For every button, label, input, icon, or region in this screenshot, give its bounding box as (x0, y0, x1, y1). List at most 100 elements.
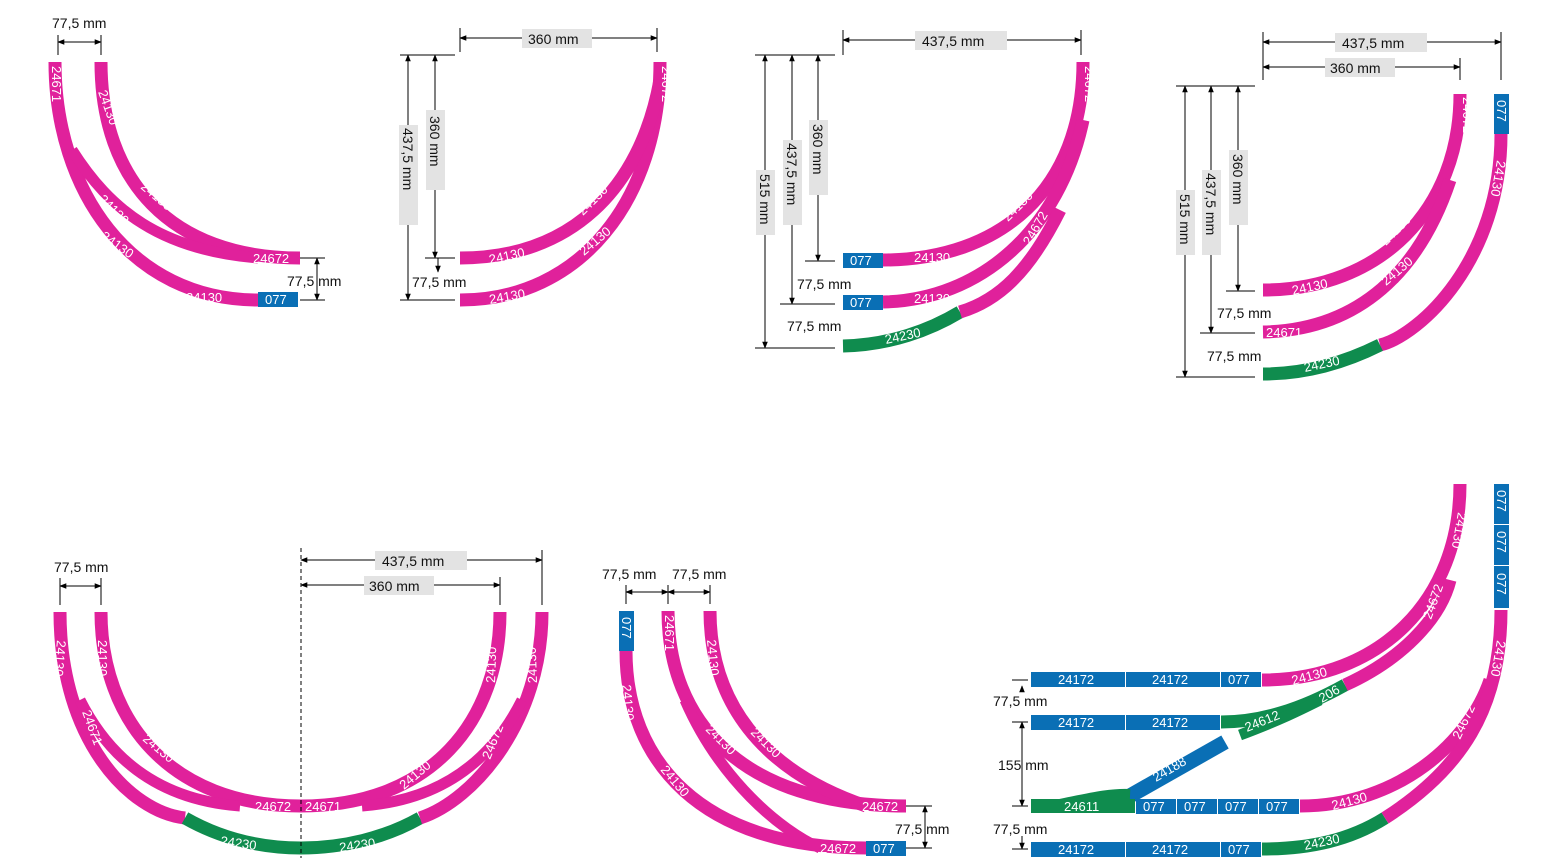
label-077: 077 (265, 292, 287, 307)
label-24130: 24130 (51, 640, 69, 677)
dim-515: 515 mm (1177, 194, 1193, 245)
turnout-diverge (67, 147, 259, 264)
straight-077 (1218, 799, 1258, 814)
dim-77-5: 77,5 mm (787, 318, 841, 334)
track-24130 (703, 610, 869, 813)
label-24230: 24230 (1303, 831, 1341, 853)
label-24172: 24172 (1152, 842, 1188, 857)
label-24172: 24172 (1058, 672, 1094, 687)
track-outer-right (417, 611, 549, 825)
dim-77-5: 77,5 mm (672, 566, 726, 582)
dim-360: 360 mm (369, 578, 420, 594)
label-077: 077 (1225, 799, 1247, 814)
dim-437-5: 437,5 mm (1342, 35, 1404, 51)
label-077: 077 (1184, 799, 1206, 814)
straight-077 (1136, 799, 1176, 814)
label-24130: 24130 (914, 250, 950, 265)
label-24172: 24172 (1058, 842, 1094, 857)
label-24172: 24172 (1152, 715, 1188, 730)
figure-4: 077 24672 24130 24130 24130 24672 24130 … (1176, 32, 1509, 381)
label-24130: 24130 (1290, 664, 1329, 688)
label-24130: 24130 (619, 684, 637, 721)
turnout-24230-left (181, 812, 302, 855)
label-077: 077 (850, 253, 872, 268)
dim-360: 360 mm (1230, 154, 1246, 205)
track-inner (459, 78, 667, 265)
dim-437-5: 437,5 mm (784, 143, 800, 205)
straight-24172 (1031, 715, 1125, 730)
label-24130: 24130 (1291, 276, 1329, 298)
straight-077 (843, 253, 883, 268)
label-24130: 24130 (704, 639, 722, 676)
track-row1-curve (1261, 483, 1467, 687)
label-077: 077 (1228, 842, 1250, 857)
track-24672 (882, 61, 1090, 267)
label-24230: 24230 (338, 835, 376, 855)
dim-77-5: 77,5 mm (1207, 348, 1261, 364)
straight-24172 (1031, 842, 1125, 857)
dim-437-5: 437,5 mm (922, 33, 984, 49)
turnout-diverge (679, 697, 823, 854)
straight-24172 (1126, 715, 1220, 730)
straight-24172 (1126, 672, 1220, 687)
straight-24188 (1124, 735, 1229, 804)
track-outer-left (53, 611, 186, 825)
label-24672: 24672 (1082, 66, 1097, 102)
label-24130: 24130 (658, 762, 693, 799)
dim-360: 360 mm (810, 124, 826, 175)
label-24130: 24130 (488, 245, 526, 267)
label-077: 077 (1266, 799, 1288, 814)
label-24230: 24230 (220, 833, 258, 853)
dim-77-5: 77,5 mm (287, 273, 341, 289)
figure-3: 077 077 24672 24130 24672 24130 24130 24… (755, 30, 1097, 353)
straight-077 (1221, 672, 1261, 687)
track-206-link (1342, 578, 1457, 691)
straight-077 (1494, 94, 1509, 134)
track-left (619, 650, 867, 855)
track-inner (94, 611, 507, 813)
turnout-24230 (1262, 339, 1383, 381)
track-24130-arc (94, 61, 301, 265)
label-24130: 24130 (524, 647, 540, 684)
dim-77-5: 77,5 mm (1217, 305, 1271, 321)
dim-360: 360 mm (427, 116, 443, 167)
straight-077 (843, 295, 883, 310)
figure-6: 077 077 24671 24130 24130 24130 24130 24… (602, 566, 949, 856)
label-077: 077 (1228, 672, 1250, 687)
dim-77-5: 77,5 mm (993, 693, 1047, 709)
track-middle (882, 118, 1090, 309)
label-24130: 24130 (483, 646, 499, 683)
dim-155: 155 mm (998, 757, 1049, 773)
dim-437-5: 437,5 mm (400, 128, 416, 190)
figure-7: 24172 24172 077 24172 24172 24612 206 24… (993, 483, 1509, 857)
label-24672: 24672 (253, 251, 289, 266)
label-24671: 24671 (305, 799, 341, 814)
track-24672 (1262, 93, 1467, 297)
straight-077 (866, 841, 906, 856)
straight-077 (619, 611, 634, 651)
label-24130: 24130 (1488, 159, 1509, 197)
label-24130: 24130 (488, 286, 526, 307)
turnout-24611 (1031, 788, 1135, 813)
dim-77-5: 77,5 mm (993, 821, 1047, 837)
straight-077 (1494, 484, 1509, 524)
track-24671 (661, 610, 907, 813)
label-24671: 24671 (49, 66, 64, 102)
figure-2: 24672 24130 24130 24130 24130 360 mm 437… (399, 28, 674, 307)
dim-437-5: 437,5 mm (1203, 173, 1219, 235)
turnout-diverge-left (75, 697, 241, 812)
track-24671-arc (48, 61, 259, 307)
label-24172: 24172 (1152, 672, 1188, 687)
straight-24172 (1126, 842, 1220, 857)
label-24672: 24672 (820, 841, 856, 856)
figure-5: 24130 24130 24671 24130 24672 24671 2423… (51, 548, 549, 858)
label-24130: 24130 (1449, 511, 1470, 549)
turnout-24230-right (300, 812, 424, 855)
label-24672: 24672 (1460, 97, 1475, 133)
dim-77-5: 77,5 mm (52, 15, 106, 31)
straight-077 (1259, 799, 1299, 814)
label-077: 077 (1494, 490, 1509, 512)
turnout-diverge-right (361, 697, 527, 812)
label-24130: 24130 (95, 640, 110, 676)
